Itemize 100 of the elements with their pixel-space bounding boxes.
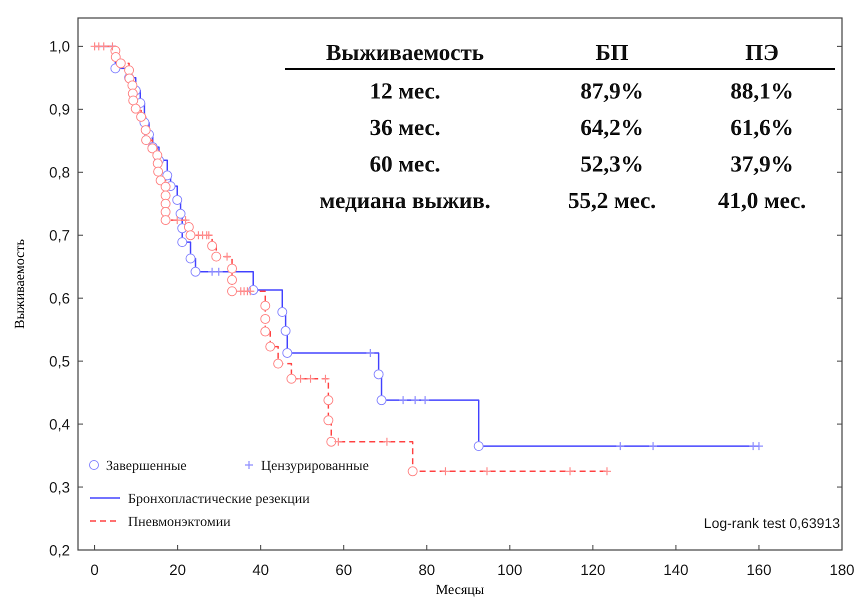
annotation: Выживаемость — [326, 40, 484, 65]
x-tick-label: 20 — [169, 562, 186, 579]
y-axis-title: Выживаемость — [13, 239, 28, 329]
point — [602, 466, 612, 476]
y-tick-label: 0,8 — [49, 164, 70, 182]
point — [116, 58, 126, 68]
point — [277, 307, 288, 318]
point — [382, 437, 392, 446]
annotation: 61,6% — [730, 115, 794, 140]
point — [408, 466, 418, 476]
point — [127, 80, 138, 90]
annotation: 64,2% — [580, 115, 644, 140]
point — [108, 42, 118, 51]
annotation: 55,2 мес. — [568, 188, 656, 213]
point — [222, 252, 232, 262]
point — [260, 300, 270, 311]
x-tick-label: 100 — [497, 562, 522, 579]
point — [204, 230, 214, 240]
point — [334, 437, 343, 446]
point — [177, 237, 188, 248]
point — [748, 442, 758, 451]
point — [754, 442, 764, 451]
point — [420, 396, 430, 405]
point — [273, 358, 284, 369]
point — [140, 125, 151, 136]
point — [160, 215, 171, 226]
point — [180, 215, 190, 225]
x-tick-label: 140 — [663, 562, 688, 579]
annotation: медиана выжив. — [320, 188, 490, 213]
x-tick-label: 80 — [418, 562, 436, 579]
point — [260, 314, 270, 324]
point — [648, 442, 658, 451]
point — [214, 267, 224, 276]
point — [616, 442, 625, 451]
annotation: 52,3% — [580, 152, 644, 176]
legend-label: Бронхопластические резекции — [128, 492, 310, 507]
point — [326, 436, 336, 447]
point — [160, 198, 171, 209]
x-tick-label: 160 — [746, 562, 772, 579]
point — [323, 415, 334, 426]
point — [440, 466, 450, 476]
point — [207, 240, 218, 251]
y-tick-label: 0,6 — [49, 290, 70, 308]
point — [184, 222, 194, 232]
annotation: 41,0 мес. — [718, 188, 806, 213]
x-tick-label: 180 — [829, 562, 855, 579]
point — [152, 158, 163, 168]
point — [136, 112, 146, 122]
point — [130, 104, 141, 114]
legend-label: Цензурированные — [261, 458, 369, 474]
legend-label: Завершенные — [106, 458, 187, 474]
point — [366, 348, 375, 358]
point — [398, 396, 408, 405]
point — [265, 342, 276, 352]
point — [160, 190, 171, 201]
annotation: 60 мес. — [370, 152, 440, 176]
y-tick-label: 0,3 — [49, 479, 70, 496]
annotation: 12 мес. — [370, 78, 440, 104]
x-axis-title: Месяцы — [436, 583, 485, 598]
point — [211, 252, 222, 262]
point — [124, 65, 134, 76]
annotation: 88,1% — [730, 78, 794, 104]
x-tick-label: 40 — [252, 562, 270, 579]
y-tick-label: 0,4 — [49, 416, 70, 434]
point — [128, 95, 138, 106]
y-tick-label: 0,7 — [49, 227, 70, 244]
point — [141, 135, 152, 146]
x-tick-label: 0 — [90, 562, 99, 579]
annotation: 36 мес. — [370, 115, 440, 140]
point — [156, 175, 166, 186]
point — [99, 42, 108, 51]
annotation: 87,9% — [580, 78, 644, 104]
point — [320, 374, 330, 384]
point — [202, 230, 212, 240]
point — [186, 254, 196, 264]
x-tick-label: 60 — [335, 562, 352, 579]
point — [190, 266, 201, 277]
point — [176, 208, 186, 219]
annotation: БП — [595, 40, 629, 65]
y-tick-label: 0,2 — [49, 542, 70, 560]
x-tick-label: 120 — [580, 562, 606, 579]
point — [160, 182, 171, 192]
point — [172, 194, 182, 205]
point — [260, 326, 270, 337]
point — [376, 395, 387, 406]
point — [374, 369, 384, 380]
point — [227, 274, 238, 285]
point — [208, 267, 217, 276]
annotation: Log-rank test 0,63913 — [704, 515, 840, 531]
point — [286, 374, 296, 384]
point — [296, 374, 306, 384]
point — [153, 166, 164, 177]
point — [410, 396, 420, 405]
point — [162, 170, 172, 180]
point — [280, 326, 291, 336]
y-tick-label: 0,5 — [49, 353, 70, 370]
point — [227, 286, 238, 296]
point — [474, 441, 484, 452]
point — [282, 348, 292, 358]
point — [565, 466, 575, 476]
